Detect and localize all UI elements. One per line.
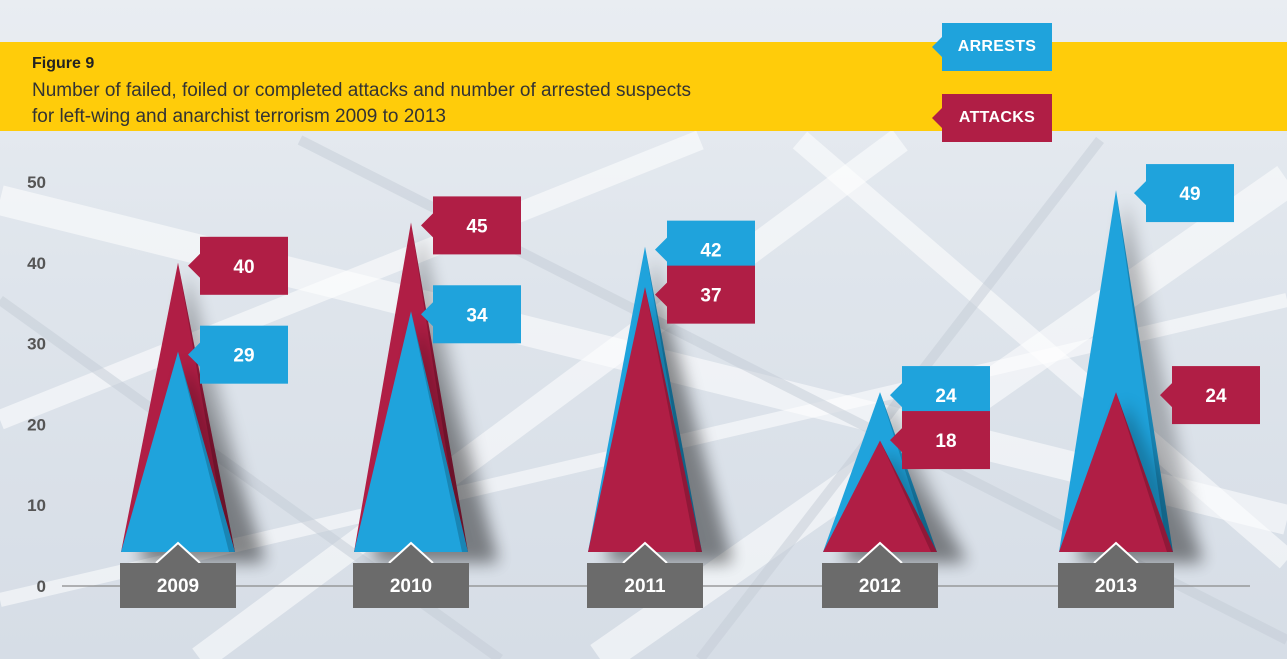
figure-label: Figure 9	[32, 55, 95, 72]
bar-arrests-2013-face	[1116, 190, 1173, 552]
bar-attacks-2013-face	[1116, 392, 1173, 552]
y-tick-label: 50	[27, 173, 46, 192]
y-tick-label: 0	[37, 577, 46, 596]
x-tick-label-2011: 2011	[624, 576, 666, 597]
data-label-attacks-2009-box	[200, 236, 288, 295]
data-label-attacks-2012-pointer	[890, 428, 902, 453]
year-box-pointer-outline-2011	[622, 541, 668, 564]
y-tick-label: 30	[27, 335, 46, 354]
data-label-attacks-2013: 24	[1205, 386, 1227, 407]
bar-attacks-2013	[1059, 392, 1173, 552]
year-box-pointer-2010	[389, 543, 433, 563]
year-box-pointer-2012	[858, 543, 902, 563]
data-label-arrests-2009-box	[200, 325, 288, 384]
bar-arrests-2009-face	[178, 351, 235, 552]
data-label-arrests-2010: 34	[466, 305, 488, 326]
data-label-attacks-2009-pointer	[188, 253, 200, 278]
bar-attacks-2011	[588, 287, 702, 552]
y-tick-label: 10	[27, 496, 46, 515]
year-box-2013	[1058, 563, 1174, 608]
figure-title-line-2: for left-wing and anarchist terrorism 20…	[32, 106, 446, 127]
data-label-arrests-2013: 49	[1179, 184, 1200, 205]
bar-arrests-2009	[121, 351, 235, 552]
x-tick-label-2009: 2009	[157, 576, 199, 597]
year-box-pointer-outline-2012	[857, 541, 903, 564]
year-box-pointer-2011	[623, 543, 667, 563]
legend-arrests: ARRESTS	[932, 23, 1052, 71]
data-label-attacks-2012: 18	[935, 431, 956, 452]
data-label-attacks-2009: 40	[233, 257, 254, 278]
x-tick-label-2010: 2010	[390, 576, 432, 597]
y-tick-label: 20	[27, 415, 46, 434]
legend-attacks: ATTACKS	[932, 94, 1052, 142]
title-banner	[0, 42, 1287, 131]
data-label-arrests-2010-pointer	[421, 302, 433, 327]
data-label-arrests-2012: 24	[935, 386, 957, 407]
year-box-pointer-2009	[156, 543, 200, 563]
data-label-attacks-2013-box	[1172, 366, 1260, 425]
data-label-attacks-2010: 45	[466, 216, 488, 237]
year-box-pointer-outline-2013	[1093, 541, 1139, 564]
year-box-2011	[587, 563, 703, 608]
year-box-pointer-outline-2010	[388, 541, 434, 564]
bar-attacks-2012	[823, 440, 937, 552]
year-box-pointer-outline-2009	[155, 541, 201, 564]
year-box-2012	[822, 563, 938, 608]
data-label-arrests-2009: 29	[233, 346, 254, 367]
figure-title-line-1: Number of failed, foiled or completed at…	[32, 80, 692, 101]
data-label-attacks-2010-box	[433, 196, 521, 255]
year-box-2009	[120, 563, 236, 608]
year-box-pointer-2013	[1094, 543, 1138, 563]
data-label-attacks-2011-pointer	[655, 282, 667, 307]
data-label-arrests-2011-pointer	[655, 237, 667, 262]
x-tick-label-2012: 2012	[859, 576, 901, 597]
figure-title: Number of failed, foiled or completed at…	[32, 78, 832, 130]
data-label-attacks-2011: 37	[700, 286, 721, 307]
data-label-arrests-2013-pointer	[1134, 181, 1146, 206]
bar-arrests-2010-face	[411, 311, 468, 552]
data-label-arrests-2013-box	[1146, 164, 1234, 223]
data-label-arrests-2011: 42	[700, 241, 721, 262]
data-label-attacks-2010-pointer	[421, 213, 433, 238]
data-label-arrests-2012-pointer	[890, 383, 902, 408]
data-label-attacks-2013-pointer	[1160, 383, 1172, 408]
bar-attacks-2012-face	[880, 440, 937, 552]
data-label-attacks-2011-box	[667, 265, 755, 324]
data-label-arrests-2009-pointer	[188, 342, 200, 367]
bar-arrests-2010	[354, 311, 468, 552]
x-tick-label-2013: 2013	[1095, 576, 1137, 597]
bar-attacks-2011-face	[645, 287, 702, 552]
data-label-arrests-2010-box	[433, 285, 521, 344]
data-label-attacks-2012-box	[902, 411, 990, 470]
year-box-2010	[353, 563, 469, 608]
y-tick-label: 40	[27, 254, 46, 273]
